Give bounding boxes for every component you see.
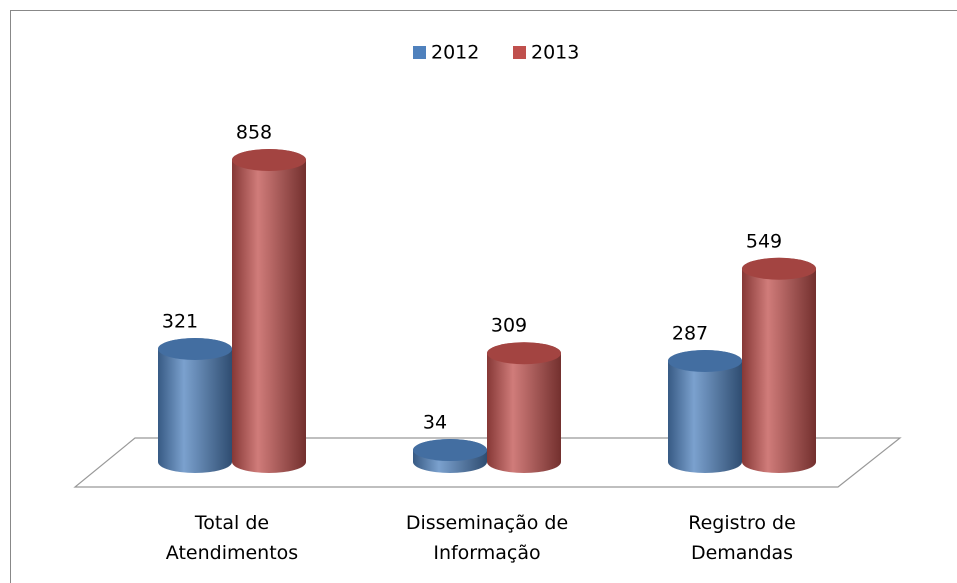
cylinder-top xyxy=(742,257,816,280)
category-label: Registro de Demandas xyxy=(688,512,796,564)
cylinder-top xyxy=(668,349,742,372)
legend-swatch xyxy=(513,46,526,59)
cylinder xyxy=(232,149,306,473)
legend-swatch xyxy=(413,46,426,59)
data-label: 309 xyxy=(491,315,527,337)
data-label: 321 xyxy=(162,311,198,333)
data-label: 287 xyxy=(672,322,708,344)
cylinder-top xyxy=(232,149,306,171)
category-label: Disseminação de Informação xyxy=(405,512,569,564)
data-label: 34 xyxy=(423,412,447,434)
cylinder-top xyxy=(158,338,232,361)
legend-label: 2013 xyxy=(531,42,579,64)
cylinder-top xyxy=(487,342,561,365)
category-label: Total de Atendimentos xyxy=(165,512,299,564)
legend-label: 2012 xyxy=(431,42,479,64)
cylinder xyxy=(742,257,816,473)
cylinder xyxy=(668,349,742,473)
data-label: 858 xyxy=(236,122,272,144)
cylinder xyxy=(487,342,561,473)
cylinder-top xyxy=(413,439,487,462)
frame xyxy=(10,10,957,583)
cylinder xyxy=(158,338,232,473)
data-label: 549 xyxy=(746,230,782,252)
